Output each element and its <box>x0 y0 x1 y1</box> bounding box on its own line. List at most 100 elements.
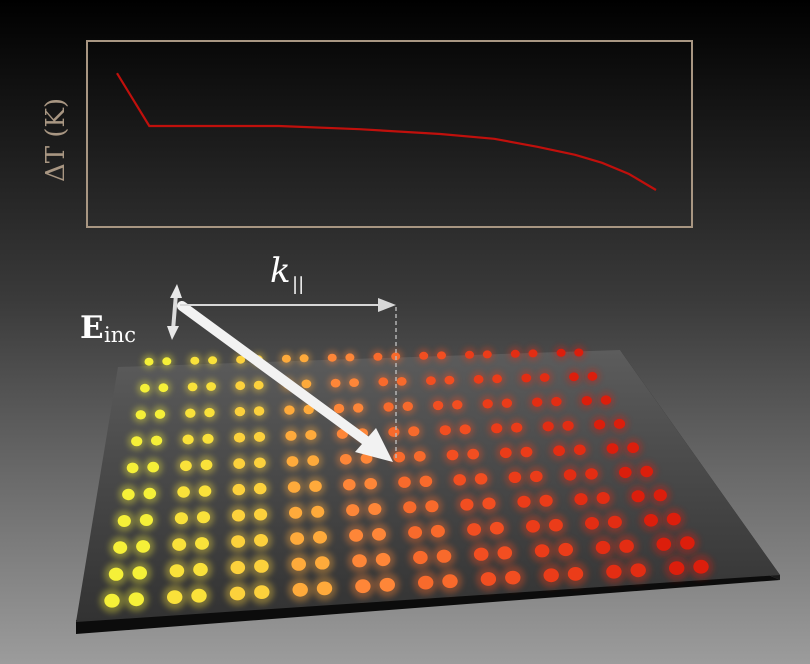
nanopillar <box>574 493 588 506</box>
nanopillar <box>230 560 246 575</box>
nanopillar <box>640 465 653 478</box>
nanopillar <box>419 475 433 487</box>
nanopillar <box>108 567 124 581</box>
nanopillar <box>585 517 599 530</box>
nanopillar <box>613 418 626 429</box>
nanopillar <box>191 588 207 603</box>
nanopillar <box>542 421 554 432</box>
nanopillar <box>104 593 120 608</box>
nanopillar <box>467 523 482 536</box>
nanopillar <box>292 582 308 597</box>
nanopillar <box>489 521 504 535</box>
nanopillar <box>196 511 211 524</box>
nanopillar <box>473 374 484 384</box>
nanopillar <box>606 443 619 454</box>
nanopillar <box>393 451 406 463</box>
nanopillar <box>167 590 183 604</box>
nanopillar <box>190 356 200 365</box>
nanopillar <box>548 518 563 532</box>
nanopillar <box>594 419 606 430</box>
field-subscript: inc <box>104 323 136 347</box>
nanopillar <box>200 459 213 471</box>
temperature-curve <box>116 72 657 191</box>
nanopillar <box>465 350 474 359</box>
nanopillar <box>432 400 444 411</box>
nanopillar <box>459 424 471 435</box>
nanopillar <box>528 349 538 358</box>
nanopillar <box>656 537 672 551</box>
nanopillar <box>372 528 386 541</box>
nanopillar <box>653 489 667 502</box>
nanopillar <box>185 408 196 418</box>
nanopillar <box>444 375 455 385</box>
nanopillar <box>253 431 266 442</box>
nanopillar <box>680 536 695 550</box>
nanopillar <box>315 556 330 570</box>
nanopillar <box>254 534 268 547</box>
nanopillar <box>452 400 463 410</box>
nanopillar <box>330 378 341 388</box>
nanopillar <box>208 356 218 365</box>
nanopillar <box>254 585 270 599</box>
nanopillar <box>229 586 246 601</box>
nanopillar <box>352 554 367 568</box>
nanopillar <box>144 357 154 366</box>
nanopillar <box>413 550 428 565</box>
nanopillar <box>482 497 496 510</box>
nanopillar <box>398 476 411 488</box>
nanopillar <box>253 482 267 495</box>
nanopillar <box>505 570 521 585</box>
nanopillar <box>307 455 320 466</box>
nanopillar <box>339 454 352 465</box>
nanopillar <box>408 526 423 539</box>
nanopillar <box>532 397 543 407</box>
field-polarization-arrow <box>171 293 178 331</box>
field-label: E <box>80 310 104 346</box>
nanopillar <box>355 579 371 594</box>
field-arrow-head-bottom <box>167 326 179 340</box>
wavevector-subscript: || <box>292 274 304 295</box>
nanopillar <box>232 483 246 496</box>
nanopillar <box>619 466 632 479</box>
nanopillar <box>231 509 246 522</box>
nanopillar <box>446 449 459 461</box>
nanopillar <box>128 592 144 607</box>
nanopillar <box>353 403 364 413</box>
nanopillar <box>430 524 445 538</box>
nanopillar <box>284 405 295 415</box>
nanopillar <box>396 377 407 386</box>
nanopillar <box>644 514 658 527</box>
nanopillar <box>235 381 246 391</box>
nanopillar <box>501 398 513 408</box>
wavevector-arrow-head <box>378 298 396 312</box>
nanopillar <box>383 402 394 412</box>
nanopillar <box>316 581 333 596</box>
nanopillar <box>206 382 217 391</box>
nanopillar <box>204 407 215 418</box>
nanopillar <box>132 566 147 580</box>
nanopillar <box>291 557 307 571</box>
nanopillar <box>368 503 382 515</box>
nanopillar <box>563 469 577 481</box>
nanopillar <box>562 420 574 431</box>
nanopillar <box>543 568 559 583</box>
nanopillar <box>253 380 264 390</box>
nanopillar <box>233 458 246 469</box>
nanopillar <box>202 433 214 444</box>
nanopillar <box>511 422 523 433</box>
nanopillar <box>379 577 395 592</box>
nanopillar <box>436 549 452 563</box>
nanopillar <box>482 399 493 409</box>
nanopillar <box>526 520 540 533</box>
y-axis-label: ΔT (K) <box>41 98 71 182</box>
nanopillar <box>162 357 172 366</box>
nanopillar <box>117 515 131 527</box>
nanopillar <box>135 410 146 420</box>
nanopillar <box>333 403 345 414</box>
nanopillar <box>402 401 413 411</box>
plot-frame <box>86 40 693 228</box>
nanopillar <box>140 383 150 393</box>
nanopillar <box>558 542 573 557</box>
nanopillar <box>569 372 579 382</box>
nanopillar <box>630 563 646 578</box>
